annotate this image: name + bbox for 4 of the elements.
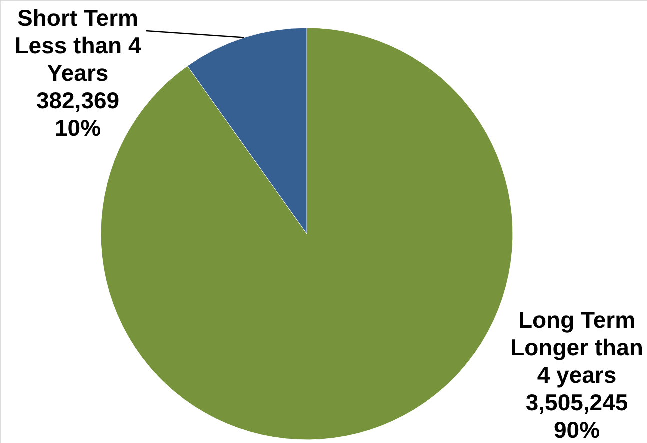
slice-label: Short Term Less than 4 Years	[14, 5, 142, 86]
data-label: 382,369 10%	[36, 88, 120, 141]
data-label: 3,505,245 90%	[526, 390, 628, 443]
slice-label: Long Term Longer than 4 years	[510, 307, 644, 388]
